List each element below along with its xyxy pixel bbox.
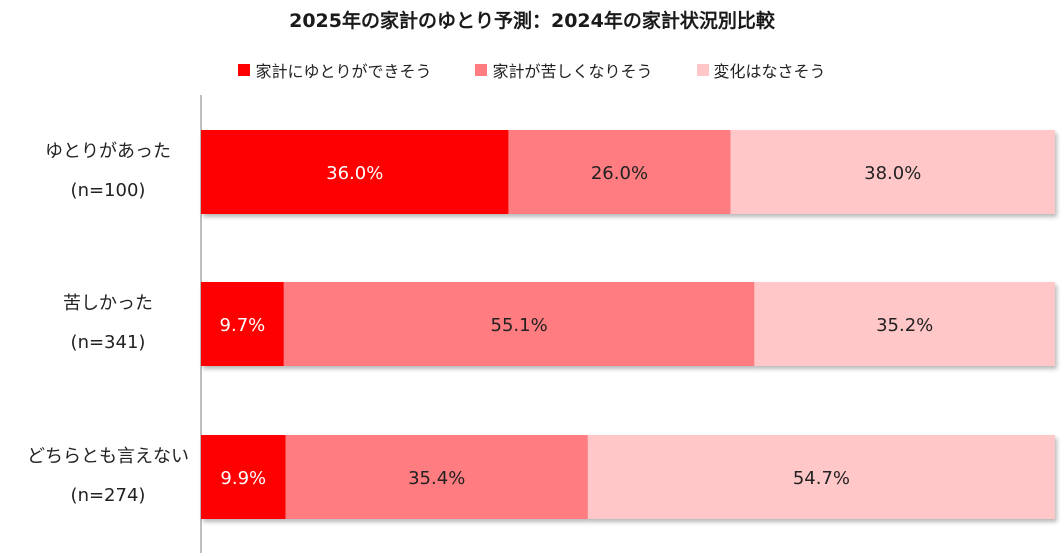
bar-segment-1-2: [754, 282, 1055, 366]
category-label-0: ゆとりがあった: [45, 141, 171, 162]
bar-segment-1-1: [283, 282, 755, 366]
legend-label-0: 家計にゆとりができそう: [255, 62, 432, 81]
data-label-2-1: 35.4%: [408, 468, 465, 489]
bar-segment-2-2: [587, 435, 1055, 519]
data-label-0-2: 38.0%: [864, 163, 921, 184]
bar-segment-0-0: [201, 130, 509, 214]
legend-swatch-2: [696, 64, 709, 76]
bar-group-2: [201, 435, 1055, 519]
data-label-1-2: 35.2%: [876, 315, 933, 336]
legend: 家計にゆとりができそう 家計が苦しくなりそう 変化はなさそう: [0, 58, 1064, 82]
bar-group-0: [201, 130, 1055, 214]
legend-swatch-0: [238, 64, 251, 76]
data-label-2-0: 9.9%: [220, 468, 266, 489]
data-label-0-0: 36.0%: [326, 163, 383, 184]
bar-segment-0-1: [508, 130, 731, 214]
category-n-2: (n=274): [71, 485, 146, 506]
bar-group-1: [201, 282, 1055, 366]
legend-item-2: 変化はなさそう: [696, 58, 826, 82]
legend-item-1: 家計が苦しくなりそう: [475, 58, 653, 82]
legend-label-1: 家計が苦しくなりそう: [492, 62, 653, 81]
legend-item-0: 家計にゆとりができそう: [238, 58, 431, 82]
category-n-1: (n=341): [71, 332, 146, 353]
bar-segment-2-0: [201, 435, 286, 519]
category-n-0: (n=100): [71, 180, 146, 201]
category-label-2: どちらとも言えない: [27, 446, 189, 467]
data-label-0-1: 26.0%: [591, 163, 648, 184]
category-label-1: 苦しかった: [63, 293, 153, 314]
data-label-1-1: 55.1%: [491, 315, 548, 336]
legend-swatch-1: [475, 64, 488, 76]
bar-segment-1-0: [201, 282, 284, 366]
chart-title: 2025年の家計のゆとり予測：2024年の家計状況別比較: [289, 10, 775, 32]
bar-segment-0-2: [730, 130, 1055, 214]
legend-label-2: 変化はなさそう: [713, 62, 826, 81]
data-label-1-0: 9.7%: [220, 315, 266, 336]
bar-segment-2-1: [285, 435, 588, 519]
data-label-2-2: 54.7%: [793, 468, 850, 489]
